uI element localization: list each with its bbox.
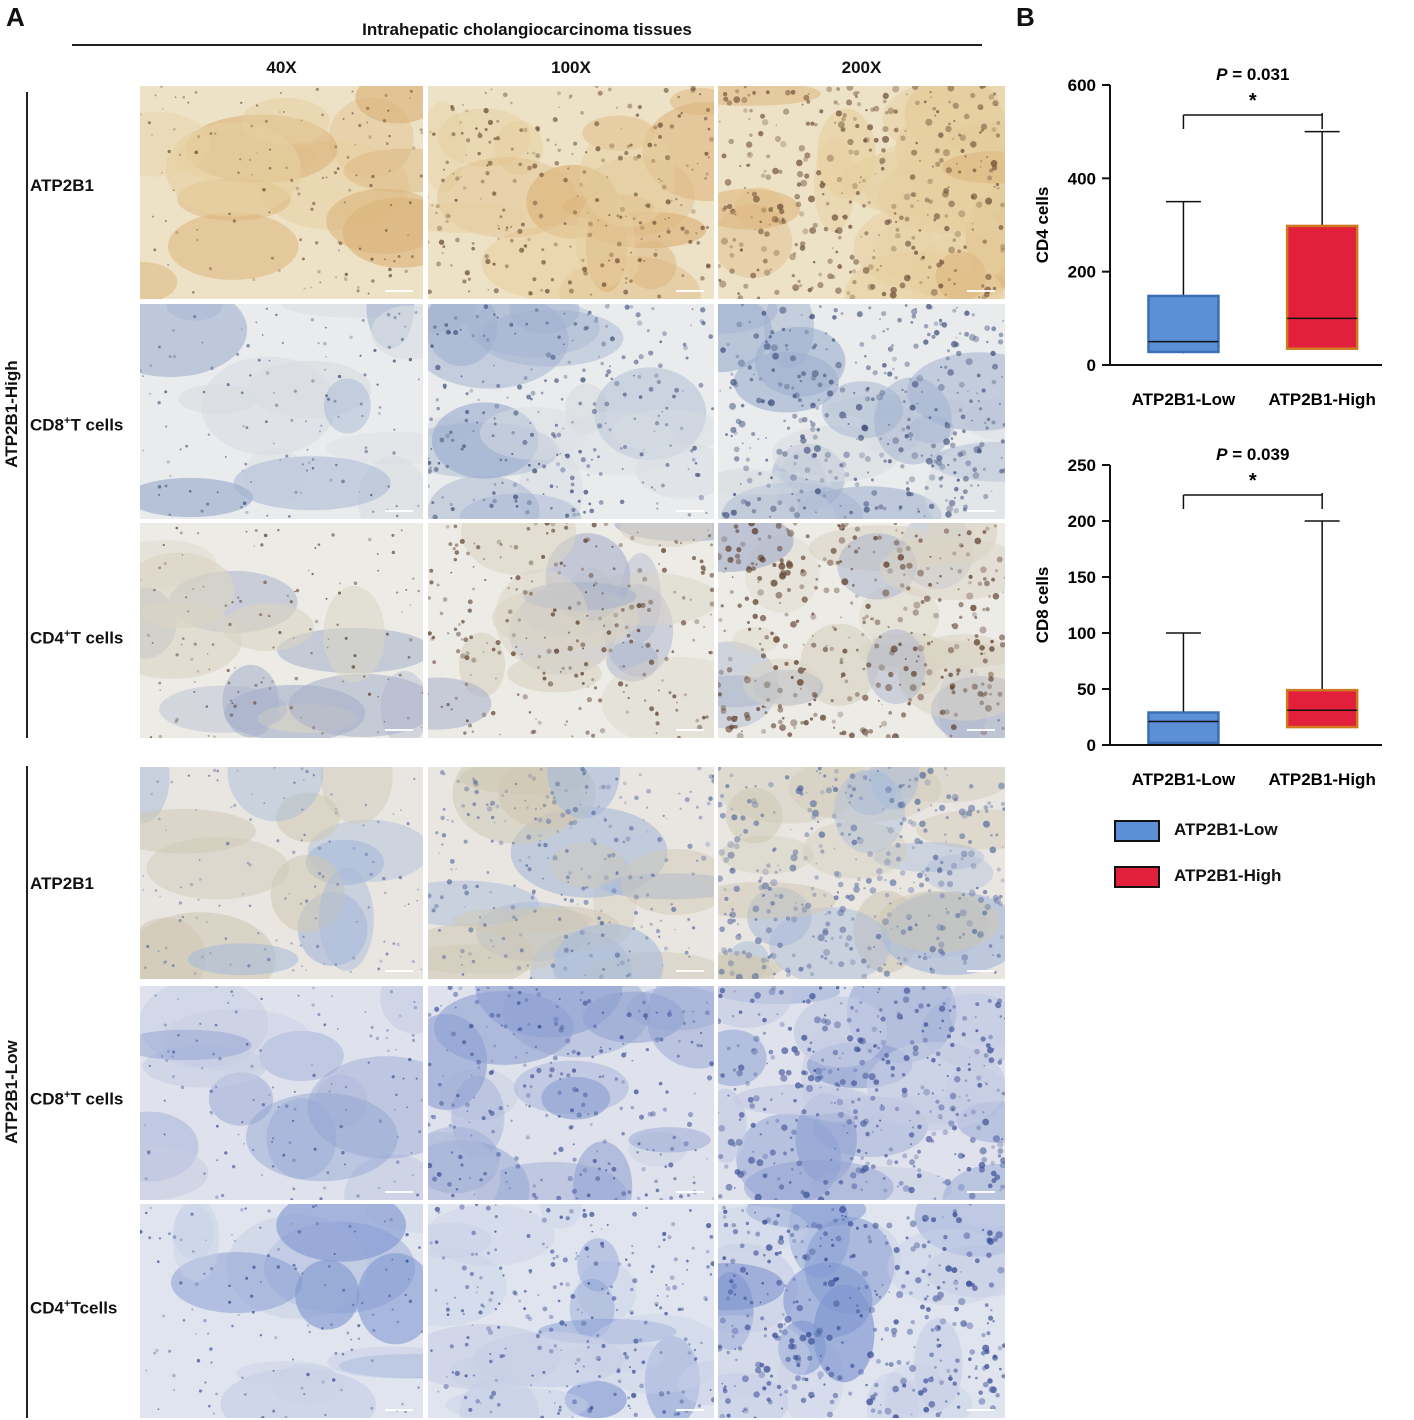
y-tick-label: 250 [1068,456,1096,475]
micrograph-tile [718,1204,1005,1418]
panel-a-title: Intrahepatic cholangiocarcinoma tissues [362,20,692,39]
micrograph-tile [718,986,1005,1200]
micrograph-tile [718,304,1005,519]
legend-swatch-low [1114,820,1160,842]
cd8-boxplot: 0 50 100 150 200 250 CD8 cells ATP2B1-Low ATP2B1… [1033,445,1382,789]
row-label-low-cd8: CD8+T cells [30,1089,124,1109]
p-value-label: P = 0.031 [1216,65,1289,84]
legend-label-low: ATP2B1-Low [1174,820,1278,839]
micrograph-tile [718,767,1005,979]
row-label-high-atp2b1: ATP2B1 [30,176,94,195]
scale-bar [676,729,704,731]
scale-bar [967,1409,995,1411]
panel-b-letter: B [1016,2,1035,32]
magnification-200x: 200X [841,58,882,77]
x-category-label: ATP2B1-Low [1132,770,1236,789]
scale-bar [385,290,413,292]
micrograph-tile [428,767,714,979]
group-label-high: ATP2B1-High [2,360,21,468]
p-value-label: P = 0.039 [1216,445,1289,464]
micrograph-tile [428,986,714,1200]
micrograph-tile [140,523,423,738]
y-tick-label: 50 [1077,680,1096,699]
box-high [1285,688,1359,729]
x-category-label: ATP2B1-High [1268,390,1375,409]
micrograph-tile [140,1204,423,1418]
micrograph-tile [718,523,1005,738]
scale-bar [676,1191,704,1193]
micrograph-tile [428,86,714,299]
micrograph-tile [428,523,714,738]
row-label-low-atp2b1: ATP2B1 [30,874,94,893]
micrograph-tile [428,1204,714,1418]
scale-bar [967,970,995,972]
micrograph-tile [140,767,423,979]
micrograph-tile [140,86,423,299]
scale-bar [676,1409,704,1411]
y-tick-label: 200 [1068,512,1096,531]
y-axis-label: CD8 cells [1033,567,1052,644]
row-label-high-cd4: CD4+T cells [30,628,124,648]
magnification-40x: 40X [266,58,297,77]
y-axis-label: CD4 cells [1033,187,1052,264]
scale-bar [967,290,995,292]
micrograph-tile [140,304,423,519]
row-label-high-cd8: CD8+T cells [30,415,124,435]
box-low [1147,294,1220,354]
y-tick-label: 100 [1068,624,1096,643]
magnification-100x: 100X [551,58,591,77]
y-tick-label: 600 [1068,76,1096,95]
significance-star: * [1249,470,1257,492]
group-bracket-low [26,766,28,1418]
group-label-low: ATP2B1-Low [2,1040,21,1144]
scale-bar [676,290,704,292]
scale-bar [385,510,413,512]
legend-swatch-high [1114,866,1160,888]
y-tick-label: 400 [1068,169,1096,188]
micrograph-tile [428,304,714,519]
significance-star: * [1249,90,1257,112]
scale-bar [385,970,413,972]
cd4-boxplot: 0 200 400 600 CD4 cells ATP2B1-Low ATP2B1-High… [1033,65,1382,409]
micrograph-tile [140,986,423,1200]
y-tick-label: 150 [1068,568,1096,587]
x-category-label: ATP2B1-High [1268,770,1375,789]
scale-bar [967,729,995,731]
y-tick-label: 0 [1087,356,1096,375]
x-category-label: ATP2B1-Low [1132,390,1236,409]
box-low [1147,711,1220,745]
scale-bar [676,970,704,972]
title-underline [72,44,982,46]
scale-bar [676,510,704,512]
micrograph-tile [718,86,1005,299]
scale-bar [385,1191,413,1193]
row-label-low-cd4: CD4+Tcells [30,1298,118,1318]
scale-bar [385,729,413,731]
panel-a-letter: A [6,2,25,32]
scale-bar [967,1191,995,1193]
group-bracket-high [26,92,28,738]
y-tick-label: 200 [1068,263,1096,282]
scale-bar [967,510,995,512]
scale-bar [385,1409,413,1411]
legend-label-high: ATP2B1-High [1174,866,1282,885]
box-high [1285,224,1359,350]
y-tick-label: 0 [1087,736,1096,755]
